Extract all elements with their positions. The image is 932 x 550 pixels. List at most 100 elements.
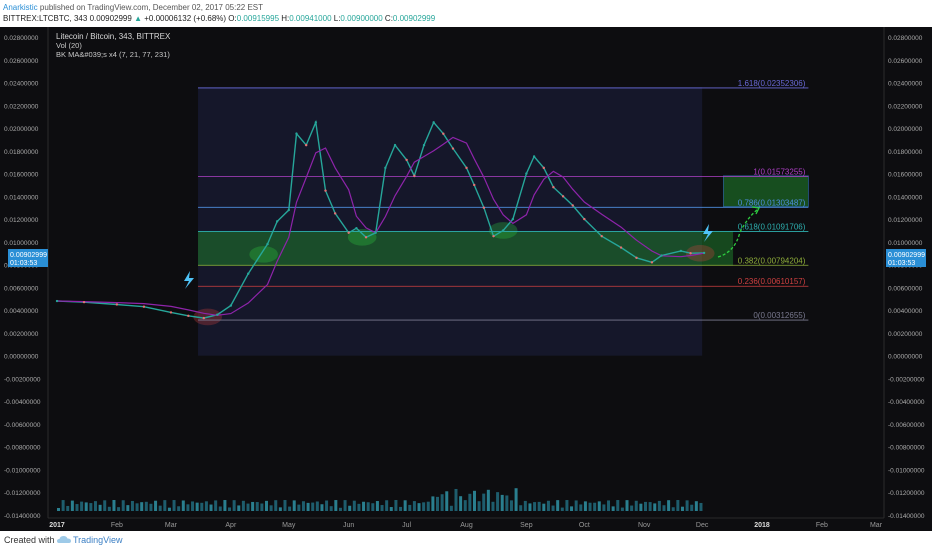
y-tick-label: -0.01000000: [4, 467, 41, 474]
volume-bar: [408, 504, 412, 511]
y-axis-right: 0.02800000 0.02600000 0.02400000 0.02200000…: [883, 27, 925, 520]
y-tick-label: 0.02200000: [4, 103, 39, 110]
volume-bar: [301, 501, 305, 511]
chart-header: Anarkistic published on TradingView.com,…: [0, 0, 932, 27]
price-point: [571, 204, 574, 207]
price-point: [216, 313, 219, 316]
y-tick-label: -0.00200000: [888, 376, 925, 383]
price-chart[interactable]: 1.618(0.02352306) 1(0.01573255) 0.786(0.01…: [0, 27, 932, 531]
price-point: [532, 155, 536, 158]
volume-bar: [509, 500, 513, 511]
y-tick-label: -0.00800000: [4, 445, 41, 452]
fib-label: 0.618(0.01091706): [738, 222, 806, 231]
chart-legend: Litecoin / Bitcoin, 343, BITTREX Vol (20…: [56, 32, 171, 59]
published-text: published on TradingView.com, December 0…: [39, 3, 264, 12]
volume-bar: [699, 502, 703, 511]
volume-bar: [468, 493, 472, 511]
price-point: [451, 147, 455, 150]
volume-bar: [551, 505, 555, 511]
volume-bar: [84, 502, 88, 511]
volume-bar: [144, 501, 148, 511]
price-point: [405, 158, 408, 162]
price-point: [542, 166, 545, 170]
volume-bar: [431, 496, 435, 511]
volume-bar: [320, 504, 324, 511]
price-tag-value-right: 0.00902999: [888, 252, 925, 259]
price-point: [115, 303, 119, 306]
volume-bar: [61, 500, 65, 511]
volume-bar: [334, 500, 338, 511]
x-tick-label: Jun: [343, 522, 354, 529]
volume-bar: [112, 500, 116, 511]
volume-bar: [653, 503, 657, 511]
volume-bar: [685, 500, 689, 511]
volume-bar: [422, 502, 426, 511]
price-point: [679, 249, 683, 253]
volume-bar: [66, 505, 70, 511]
price-point: [314, 121, 318, 124]
price-tag-bg: [8, 249, 48, 267]
volume-bar: [607, 500, 611, 511]
x-tick-label: 2018: [754, 522, 770, 529]
y-tick-label: 0.02600000: [888, 58, 923, 65]
volume-bar: [366, 502, 370, 511]
open-value: 0.00915995: [236, 14, 280, 23]
volume-bar: [491, 501, 495, 511]
y-tick-label: 0.02200000: [888, 103, 923, 110]
volume-bar: [496, 492, 500, 511]
volume-bar: [445, 491, 449, 511]
y-tick-label: 0.02800000: [4, 35, 39, 42]
price-tag-timer: 01:03:53: [10, 260, 37, 267]
volume-bar: [264, 500, 268, 511]
legend-volume: Vol (20): [56, 41, 82, 50]
target-zone: [723, 175, 809, 207]
price-point: [650, 261, 654, 264]
footer: Created with TradingView: [0, 531, 932, 550]
price-point: [229, 304, 233, 307]
open-label: O:: [228, 14, 237, 23]
volume-bar: [602, 504, 606, 511]
y-tick-label: 0.00600000: [888, 285, 923, 292]
volume-bar: [565, 500, 569, 511]
last-price: 0.00902999: [89, 14, 132, 23]
price-point: [413, 174, 416, 178]
y-tick-label: -0.00600000: [4, 422, 41, 429]
x-tick-label: Nov: [638, 522, 651, 529]
y-axis-left: 0.02800000 0.02600000 0.02400000 0.02200000…: [4, 27, 49, 520]
volume-bar: [107, 506, 111, 511]
price-point: [502, 229, 505, 232]
volume-bar: [644, 501, 648, 511]
author-link[interactable]: Anarkistic: [3, 3, 38, 12]
volume-bar: [357, 503, 361, 511]
y-tick-label: 0.01000000: [4, 240, 39, 247]
volume-bar: [389, 507, 393, 511]
price-series: [55, 119, 706, 320]
volume-bar: [528, 503, 532, 511]
fib-label: 0.236(0.00610157): [738, 277, 806, 286]
y-tick-label: 0.02000000: [888, 126, 923, 133]
volume-bar: [269, 505, 273, 511]
low-label: L:: [333, 14, 341, 23]
volume-bar: [533, 502, 537, 511]
volume-bar: [329, 506, 333, 511]
volume-bar: [195, 502, 199, 511]
x-axis: 2017 Feb Mar Apr May Jun Jul Aug Sep Oct Nov Dec 201…: [48, 517, 884, 529]
volume-bar: [80, 501, 84, 511]
price-point: [287, 208, 290, 212]
volume-bar: [375, 501, 379, 511]
y-tick-label: 0.02400000: [888, 81, 923, 88]
volume-bar: [338, 507, 342, 511]
tradingview-brand[interactable]: TradingView: [73, 535, 123, 545]
y-tick-label: 0.01400000: [888, 194, 923, 201]
price-tag-timer-right: 01:03:53: [888, 260, 915, 267]
price-point: [202, 316, 206, 320]
price-point: [374, 231, 377, 234]
volume-bar: [297, 504, 301, 511]
y-tick-label: 0.01400000: [4, 194, 39, 201]
price-point: [295, 132, 298, 135]
retest-ellipse-2: [347, 229, 377, 246]
x-tick-label: Mar: [165, 522, 178, 529]
volume-bar: [611, 506, 615, 511]
low-value: 0.00900000: [340, 14, 383, 23]
price-point: [142, 305, 146, 308]
